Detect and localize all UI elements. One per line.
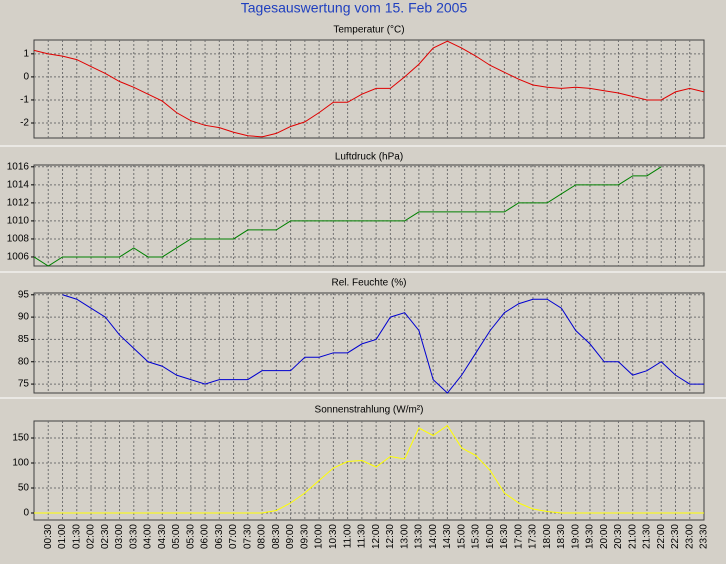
x-tick-label: 15:00 [456,524,467,549]
x-tick-label: 17:30 [528,524,539,549]
x-tick-label: 09:30 [299,524,310,549]
y-tick-label: 80 [18,356,30,367]
y-tick-label: 95 [18,289,30,300]
x-tick-label: 15:30 [471,524,482,549]
x-tick-label: 00:30 [43,524,54,549]
y-tick-label: 0 [23,72,29,83]
x-tick-label: 09:00 [285,524,296,549]
x-tick-label: 04:30 [157,524,168,549]
y-tick-label: 85 [18,334,30,345]
y-tick-label: 1016 [7,161,30,172]
data-line [62,294,704,394]
data-line [33,166,662,267]
x-tick-label: 03:30 [128,524,139,549]
x-tick-label: 18:30 [556,524,567,549]
plot-area [33,292,705,394]
x-tick-label: 04:00 [143,524,154,549]
x-tick-label: 06:00 [200,524,211,549]
x-tick-label: 22:00 [656,524,667,549]
x-tick-label: 20:00 [599,524,610,549]
x-tick-label: 23:30 [699,524,710,549]
x-tick-label: 01:00 [57,524,68,549]
plot-area [33,420,705,521]
x-tick-label: 06:30 [214,524,225,549]
x-tick-label: 11:30 [357,524,368,549]
x-tick-label: 07:00 [228,524,239,549]
x-tick-label: 05:30 [185,524,196,549]
x-tick-label: 18:00 [542,524,553,549]
x-tick-label: 21:30 [642,524,653,549]
x-tick-label: 14:00 [428,524,439,549]
plot-area [33,164,705,267]
y-tick-label: 1 [23,48,29,59]
y-tick-label: -2 [20,118,29,129]
x-tick-label: 10:00 [314,524,325,549]
x-tick-label: 08:30 [271,524,282,549]
panel-title: Sonnenstrahlung (W/m²) [315,405,424,416]
y-tick-label: 150 [12,433,29,444]
x-tick-label: 02:30 [100,524,111,549]
x-tick-label: 14:30 [442,524,453,549]
data-line [34,424,704,514]
x-tick-label: 16:30 [499,524,510,549]
x-tick-label: 13:30 [414,524,425,549]
x-tick-label: 13:00 [399,524,410,549]
panel-title: Rel. Feuchte (%) [331,278,406,289]
x-tick-label: 11:00 [342,524,353,549]
y-tick-label: 0 [23,508,29,519]
x-tick-label: 07:30 [242,524,253,549]
x-tick-label: 10:30 [328,524,339,549]
y-tick-label: 1010 [7,216,30,227]
y-tick-label: 1012 [7,198,30,209]
x-tick-label: 16:00 [485,524,496,549]
y-tick-label: -1 [20,95,29,106]
x-tick-label: 08:00 [257,524,268,549]
y-tick-label: 1006 [7,252,30,263]
y-tick-label: 1008 [7,234,30,245]
x-tick-label: 01:30 [71,524,82,549]
data-line [33,40,705,138]
x-tick-label: 12:30 [385,524,396,549]
y-tick-label: 1014 [7,179,30,190]
x-tick-label: 21:00 [627,524,638,549]
y-tick-label: 90 [18,312,30,323]
y-tick-label: 100 [12,458,29,469]
y-tick-label: 75 [18,379,30,390]
x-tick-label: 12:00 [371,524,382,549]
page-title: Tagesauswertung vom 15. Feb 2005 [241,0,468,16]
y-tick-label: 50 [18,483,30,494]
x-tick-label: 20:30 [613,524,624,549]
x-tick-label: 02:00 [86,524,97,549]
x-tick-label: 17:00 [513,524,524,549]
x-tick-label: 19:30 [585,524,596,549]
x-tick-label: 22:30 [670,524,681,549]
x-tick-label: 05:00 [171,524,182,549]
panel-title: Temperatur (°C) [333,25,404,36]
x-tick-label: 23:00 [684,524,695,549]
x-tick-label: 19:00 [570,524,581,549]
x-tick-label: 03:00 [114,524,125,549]
panel-title: Luftdruck (hPa) [335,152,403,163]
